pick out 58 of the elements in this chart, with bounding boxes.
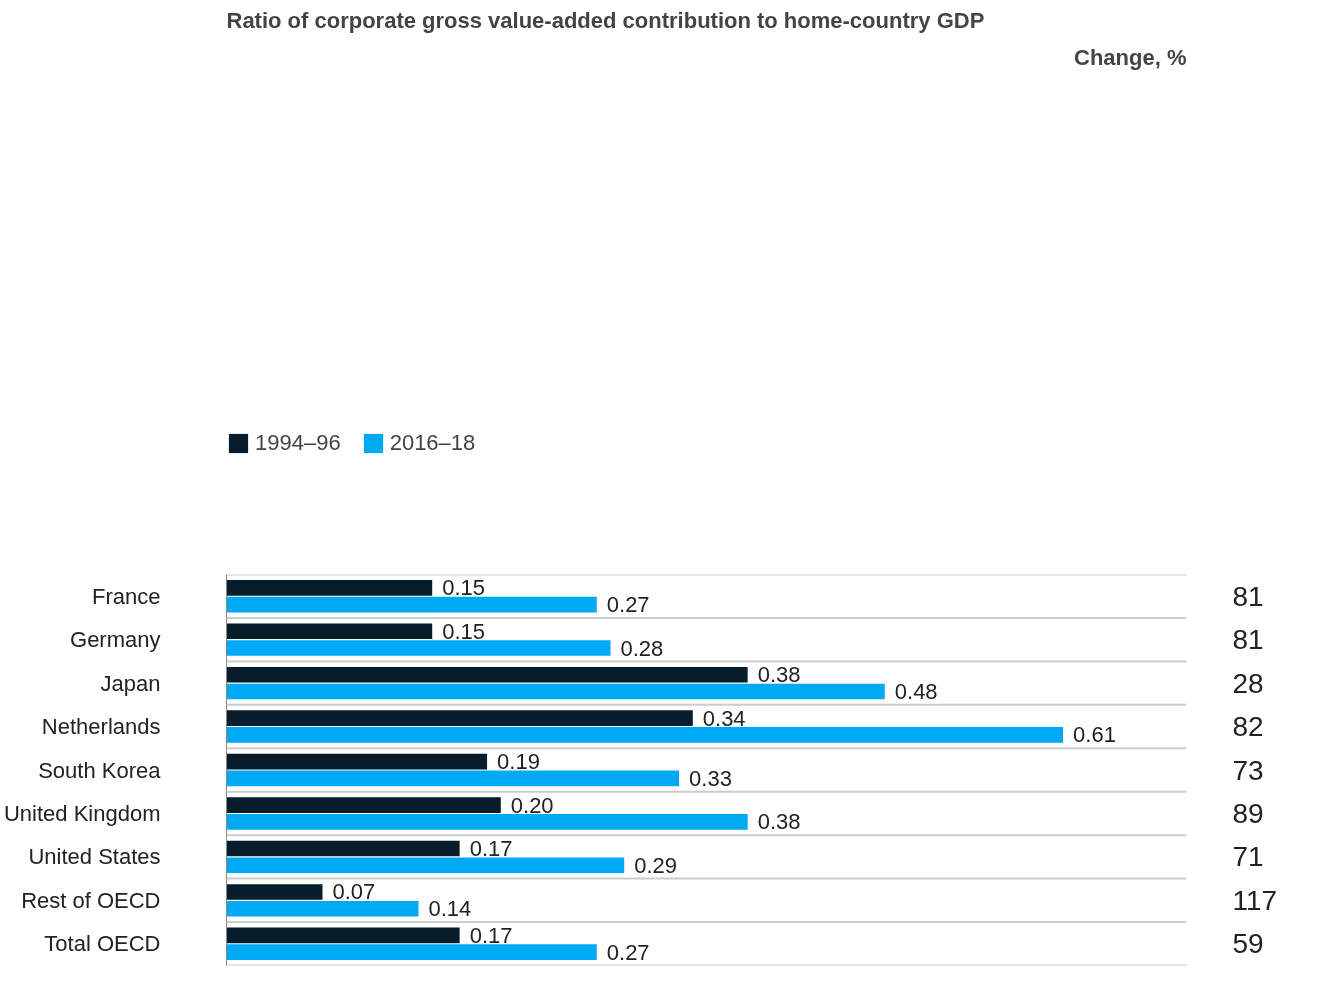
text: 59 xyxy=(1232,928,1264,960)
text: 89 xyxy=(1232,797,1264,829)
bar xyxy=(226,596,597,613)
legend-label: 1994–96 xyxy=(255,429,341,456)
text: 81 xyxy=(1232,580,1264,612)
text: 82 xyxy=(1232,711,1264,743)
bar xyxy=(226,857,625,874)
bar xyxy=(226,623,433,640)
legend-label: 2016–18 xyxy=(389,429,476,456)
data-label: 0.48 xyxy=(894,678,938,704)
y-tick-label: South Korea xyxy=(38,757,162,783)
data-label: 0.33 xyxy=(689,765,732,791)
text: Change, % xyxy=(1074,44,1187,70)
y-tick-label: Netherlands xyxy=(41,714,161,740)
data-label: 0.61 xyxy=(1073,722,1116,748)
bar xyxy=(226,666,748,683)
data-label: 0.38 xyxy=(757,662,801,688)
y-tick-label: Japan xyxy=(100,670,161,696)
bar xyxy=(226,753,488,770)
y-tick-label: United Kingdom xyxy=(3,800,161,826)
bar xyxy=(226,900,419,917)
bar xyxy=(226,840,460,857)
y-tick-label: Total OECD xyxy=(44,931,161,957)
bar xyxy=(226,683,885,700)
y-tick-label: Rest of OECD xyxy=(21,887,161,913)
y-tick-label: United States xyxy=(28,844,161,870)
data-label: 0.15 xyxy=(442,618,486,644)
text: 28 xyxy=(1232,667,1264,699)
data-label: 0.17 xyxy=(469,836,513,862)
bar xyxy=(226,640,611,656)
text: 117 xyxy=(1232,884,1278,916)
data-label: 0.20 xyxy=(510,792,554,818)
bar xyxy=(226,770,680,787)
chart-title: Ratio of corporate gross value-added contribution to home-country GDP xyxy=(226,7,985,33)
bar xyxy=(226,580,433,596)
data-label: 0.27 xyxy=(606,592,650,618)
bar xyxy=(226,884,323,900)
data-label: 0.07 xyxy=(332,879,376,905)
data-label: 0.28 xyxy=(620,635,664,661)
data-label: 0.38 xyxy=(757,809,801,835)
bar xyxy=(226,927,460,944)
data-label: 0.29 xyxy=(634,852,678,878)
bar xyxy=(226,944,597,960)
text: 81 xyxy=(1232,624,1264,656)
bar xyxy=(226,710,693,727)
text: 73 xyxy=(1232,754,1264,786)
y-tick-label: Germany xyxy=(70,627,161,653)
text: 71 xyxy=(1232,841,1264,873)
data-label: 0.19 xyxy=(497,749,540,775)
bar xyxy=(226,813,748,830)
bar xyxy=(226,797,501,813)
data-label: 0.15 xyxy=(442,575,486,601)
data-label: 0.14 xyxy=(428,896,472,922)
bar xyxy=(226,727,1064,743)
data-label: 0.17 xyxy=(469,922,513,948)
y-tick-label: France xyxy=(92,583,161,609)
data-label: 0.34 xyxy=(702,705,746,731)
data-label: 0.27 xyxy=(606,939,650,965)
